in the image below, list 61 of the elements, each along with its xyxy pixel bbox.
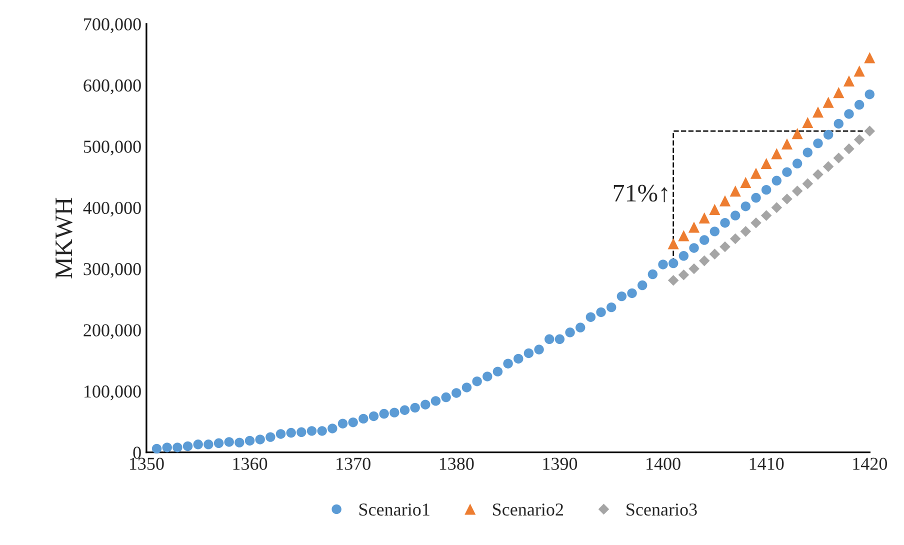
point bbox=[709, 248, 720, 260]
x-tick-label: 1390 bbox=[543, 458, 578, 470]
point bbox=[668, 238, 679, 250]
x-tick-label: 1400 bbox=[646, 458, 680, 470]
point bbox=[760, 158, 772, 170]
point bbox=[854, 134, 865, 146]
point bbox=[864, 126, 876, 136]
legend-label: Scenario1 bbox=[359, 504, 430, 516]
x-tick-label: 1370 bbox=[336, 458, 370, 470]
y-axis-title: MKWH bbox=[56, 198, 72, 278]
point bbox=[698, 212, 710, 224]
point bbox=[750, 217, 762, 228]
point bbox=[844, 143, 854, 154]
point bbox=[833, 152, 844, 164]
x-tick-label: 1360 bbox=[233, 458, 268, 470]
point bbox=[792, 186, 803, 196]
point bbox=[688, 222, 700, 233]
point bbox=[688, 263, 700, 274]
point bbox=[822, 161, 834, 172]
point bbox=[720, 241, 730, 252]
point bbox=[730, 185, 741, 197]
y-tick-label: 0 bbox=[133, 446, 141, 459]
point bbox=[833, 86, 844, 98]
point bbox=[730, 233, 741, 244]
point bbox=[802, 116, 814, 128]
point bbox=[771, 202, 782, 213]
point bbox=[719, 195, 731, 206]
point bbox=[760, 210, 772, 221]
point bbox=[678, 230, 690, 242]
point bbox=[792, 128, 803, 140]
y-tick-label: 500,000 bbox=[84, 140, 141, 156]
y-tick-label: 700,000 bbox=[84, 18, 141, 34]
y-tick-label: 600,000 bbox=[84, 79, 141, 94]
y-tick-label: 400,000 bbox=[83, 202, 141, 217]
point bbox=[854, 66, 865, 77]
point bbox=[781, 138, 793, 150]
point bbox=[822, 96, 834, 108]
x-tick-label: 1410 bbox=[750, 458, 784, 470]
point bbox=[864, 52, 876, 64]
y-tick-label: 300,000 bbox=[84, 263, 141, 278]
point bbox=[843, 75, 855, 86]
legend-label: Scenario3 bbox=[626, 504, 697, 516]
y-tick-label: 200,000 bbox=[84, 324, 141, 339]
legend-label: Scenario2 bbox=[493, 504, 564, 516]
point bbox=[709, 204, 720, 215]
x-tick-label: 1380 bbox=[440, 458, 474, 470]
point bbox=[668, 274, 679, 286]
point bbox=[771, 148, 782, 160]
point bbox=[740, 226, 752, 237]
y-tick-label: 100,000 bbox=[84, 385, 141, 400]
point bbox=[802, 178, 814, 190]
point bbox=[782, 194, 792, 204]
x-tick-label: 1350 bbox=[130, 458, 164, 470]
point bbox=[678, 269, 690, 280]
point bbox=[750, 168, 762, 179]
point bbox=[812, 106, 824, 118]
point bbox=[698, 255, 710, 266]
x-tick-label: 1420 bbox=[853, 458, 888, 470]
point bbox=[812, 169, 824, 180]
point bbox=[740, 176, 752, 188]
annotation: 71%↑ bbox=[614, 184, 668, 202]
